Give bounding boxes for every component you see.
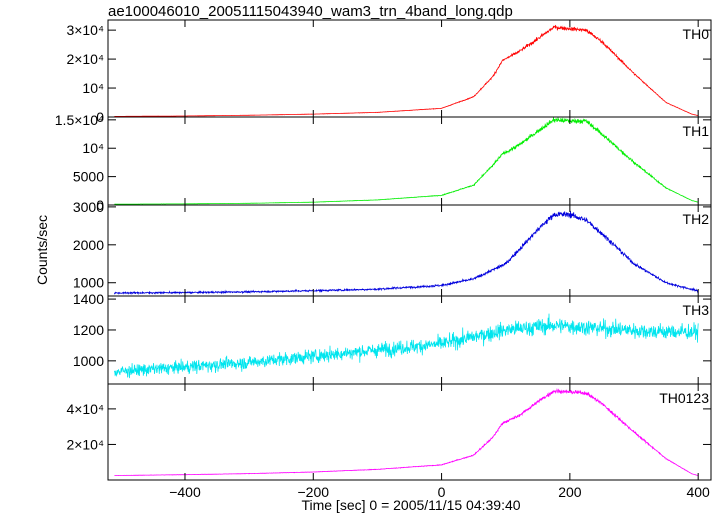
- series-label-th1: TH1: [683, 123, 710, 139]
- y-tick-label: 1.5×10⁴: [55, 112, 104, 128]
- x-axis-label: Time [sec] 0 = 2005/11/15 04:39:40: [301, 497, 521, 513]
- panel-frame: [107, 295, 712, 385]
- series-label-th0123: TH0123: [659, 390, 709, 406]
- x-tick-label: 200: [558, 484, 582, 500]
- y-tick-label: 0: [96, 197, 104, 213]
- y-tick-label: 1000: [73, 275, 104, 291]
- y-tick-label: 1400: [73, 291, 104, 307]
- series-line-th1: [114, 117, 699, 205]
- y-tick-label: 10⁴: [82, 140, 104, 156]
- y-tick-label: 0: [96, 109, 104, 125]
- y-tick-label: 3000: [73, 199, 104, 215]
- x-tick-label: 0: [438, 484, 446, 500]
- y-tick-label: 2×10⁴: [66, 436, 104, 452]
- series-label-th0: TH0: [683, 26, 710, 42]
- y-tick-label: 1200: [73, 322, 104, 338]
- panel-frame: [107, 19, 712, 118]
- y-tick-label: 2×10⁴: [66, 51, 104, 67]
- series-line-th3: [114, 313, 699, 379]
- x-tick-label: 400: [686, 484, 710, 500]
- panel-frame: [107, 116, 712, 206]
- y-tick-label: 3×10⁴: [66, 22, 104, 38]
- series-label-th3: TH3: [683, 302, 710, 318]
- y-tick-label: 2000: [73, 237, 104, 253]
- y-tick-label: 4×10⁴: [66, 401, 104, 417]
- series-line-th0: [114, 24, 699, 117]
- panel-frame: [107, 383, 712, 481]
- series-label-th2: TH2: [683, 211, 710, 227]
- y-tick-label: 1000: [73, 353, 104, 369]
- y-tick-label: 10⁴: [82, 80, 104, 96]
- y-tick-label: 5000: [73, 169, 104, 185]
- series-line-th0123: [114, 388, 699, 477]
- x-tick-label: −200: [298, 484, 330, 500]
- chart-title: ae100046010_20051115043940_wam3_trn_4ban…: [108, 3, 513, 20]
- series-line-th2: [114, 210, 699, 295]
- x-tick-label: −400: [169, 484, 201, 500]
